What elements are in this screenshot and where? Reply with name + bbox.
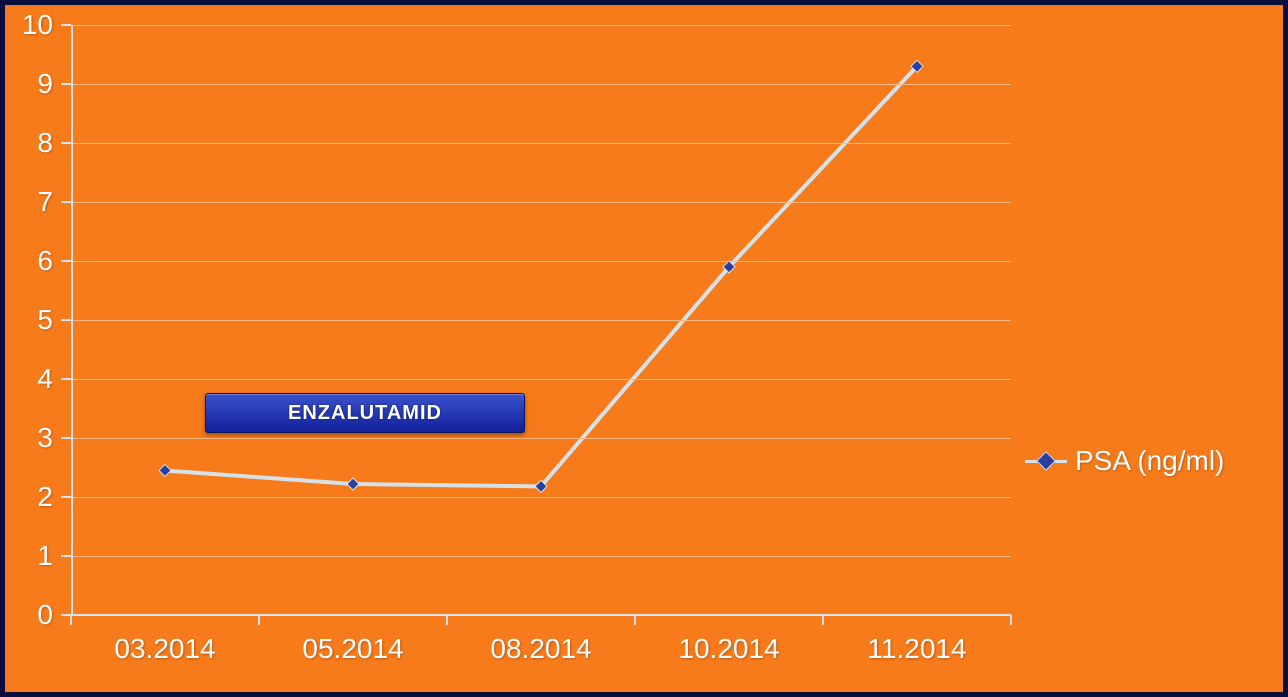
x-tick-label: 10.2014 (678, 633, 779, 665)
y-tick-label: 2 (37, 481, 53, 513)
y-tick-mark (61, 142, 71, 144)
gridline (71, 84, 1011, 85)
y-axis-line (71, 25, 73, 615)
annotation-text: ENZALUTAMID (288, 402, 442, 425)
y-tick-mark (61, 260, 71, 262)
y-tick-label: 5 (37, 304, 53, 336)
x-tick-label: 08.2014 (490, 633, 591, 665)
y-tick-label: 9 (37, 68, 53, 100)
series-marker (159, 464, 171, 476)
plot-area: 01234567891003.201405.201408.201410.2014… (71, 25, 1011, 615)
legend-label: PSA (ng/ml) (1075, 445, 1224, 477)
y-tick-mark (61, 496, 71, 498)
y-tick-mark (61, 319, 71, 321)
x-tick-mark (822, 615, 824, 625)
y-tick-label: 10 (22, 9, 53, 41)
y-tick-label: 4 (37, 363, 53, 395)
y-tick-mark (61, 437, 71, 439)
y-tick-mark (61, 201, 71, 203)
x-tick-mark (70, 615, 72, 625)
gridline (71, 556, 1011, 557)
y-tick-mark (61, 24, 71, 26)
gridline (71, 497, 1011, 498)
x-tick-label: 03.2014 (114, 633, 215, 665)
y-tick-label: 1 (37, 540, 53, 572)
y-tick-mark (61, 83, 71, 85)
legend-marker-icon (1036, 451, 1056, 471)
x-tick-label: 05.2014 (302, 633, 403, 665)
x-tick-mark (1010, 615, 1012, 625)
gridline (71, 438, 1011, 439)
legend-line-sample (1025, 460, 1067, 463)
y-tick-label: 6 (37, 245, 53, 277)
x-tick-label: 11.2014 (867, 633, 966, 665)
y-tick-label: 3 (37, 422, 53, 454)
x-axis-line (71, 614, 1011, 616)
y-tick-label: 0 (37, 599, 53, 631)
y-tick-label: 8 (37, 127, 53, 159)
gridline (71, 261, 1011, 262)
gridline (71, 320, 1011, 321)
gridline (71, 379, 1011, 380)
y-tick-label: 7 (37, 186, 53, 218)
y-tick-mark (61, 555, 71, 557)
gridline (71, 202, 1011, 203)
annotation-enzalutamid: ENZALUTAMID (205, 393, 525, 433)
gridline (71, 143, 1011, 144)
x-tick-mark (446, 615, 448, 625)
series-marker (347, 478, 359, 490)
x-tick-mark (634, 615, 636, 625)
chart-frame: 0 1 2 3 4 5 6 7 8 9 10 03.2014 05.2014 08.2014 10.2014… (0, 0, 1288, 697)
y-tick-mark (61, 378, 71, 380)
gridline (71, 25, 1011, 26)
legend: PSA (ng/ml) (1025, 445, 1224, 477)
x-tick-mark (258, 615, 260, 625)
